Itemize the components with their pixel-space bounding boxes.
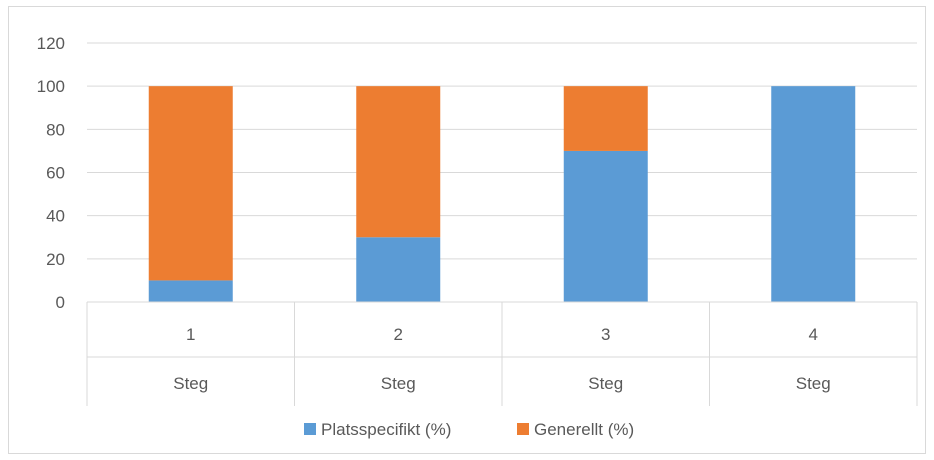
x-group-label: Steg [381, 374, 416, 393]
legend-label: Generellt (%) [534, 420, 634, 439]
legend-swatch [517, 423, 529, 435]
x-group-label: Steg [588, 374, 623, 393]
y-tick-label: 80 [46, 120, 65, 139]
y-tick-label: 60 [46, 164, 65, 183]
x-axis: 1 Steg 2 Steg 3 Steg 4 Steg [86, 301, 918, 406]
stacked-bar-chart: 0 20 40 60 80 100 120 1 Steg 2 Steg 3 Steg 4 Steg Pla… [37, 34, 918, 439]
bars [148, 86, 856, 303]
y-tick-label: 0 [56, 293, 65, 312]
legend-swatch [304, 423, 316, 435]
legend: Platsspecifikt (%) Generellt (%) [304, 420, 634, 439]
bar-platsspecifikt-2 [356, 237, 441, 302]
x-tick-label: 2 [394, 325, 403, 344]
legend-label: Platsspecifikt (%) [321, 420, 451, 439]
y-tick-label: 100 [37, 77, 65, 96]
y-tick-label: 120 [37, 34, 65, 53]
bar-platsspecifikt-1 [148, 280, 233, 302]
bar-generellt-1 [148, 86, 233, 281]
y-tick-label: 20 [46, 250, 65, 269]
chart-area: 0 20 40 60 80 100 120 1 Steg 2 Steg 3 Steg 4 Steg Pla… [8, 6, 926, 454]
bar-platsspecifikt-4 [771, 86, 856, 303]
x-tick-label: 1 [186, 325, 195, 344]
bar-platsspecifikt-3 [563, 150, 648, 302]
bar-generellt-3 [563, 86, 648, 151]
x-group-label: Steg [796, 374, 831, 393]
x-group-label: Steg [173, 374, 208, 393]
y-axis-tick-labels: 0 20 40 60 80 100 120 [37, 34, 65, 312]
y-tick-label: 40 [46, 207, 65, 226]
x-tick-label: 3 [601, 325, 610, 344]
x-tick-label: 4 [809, 325, 818, 344]
bar-generellt-2 [356, 86, 441, 238]
